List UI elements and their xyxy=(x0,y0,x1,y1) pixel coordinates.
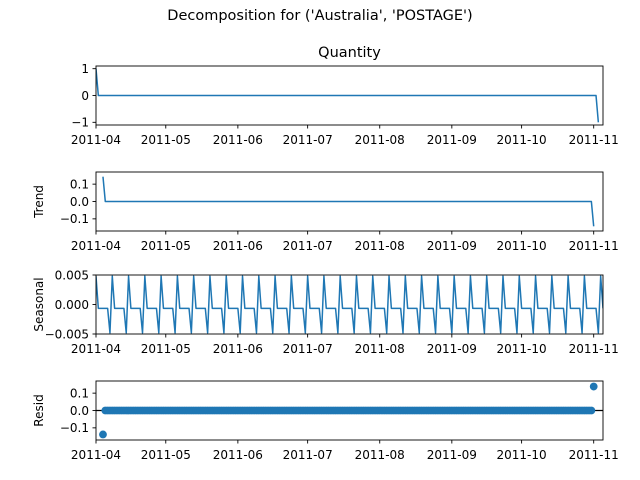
x-tick-label: 2011-05 xyxy=(141,448,191,462)
y-tick-label: 0.0 xyxy=(70,404,89,418)
x-tick-label: 2011-10 xyxy=(497,133,547,147)
x-tick-label: 2011-10 xyxy=(497,239,547,253)
x-tick-label: 2011-07 xyxy=(283,133,333,147)
y-tick-label: −0.1 xyxy=(60,212,89,226)
x-tick-label: 2011-09 xyxy=(427,448,477,462)
x-tick-label: 2011-06 xyxy=(213,342,263,356)
series-line xyxy=(102,176,595,227)
resid-point xyxy=(589,382,598,391)
plot-area xyxy=(96,382,603,439)
x-tick-label: 2011-11 xyxy=(569,342,619,356)
x-tick-label: 2011-06 xyxy=(213,133,263,147)
x-tick-label: 2011-05 xyxy=(141,239,191,253)
x-tick-label: 2011-10 xyxy=(497,342,547,356)
plot-area xyxy=(102,176,595,227)
x-tick-label: 2011-09 xyxy=(427,342,477,356)
y-axis-label: Trend xyxy=(32,185,46,219)
x-tick-label: 2011-04 xyxy=(71,239,121,253)
seasonal-line xyxy=(96,275,603,334)
x-tick-label: 2011-07 xyxy=(283,239,333,253)
x-tick-label: 2011-05 xyxy=(141,133,191,147)
y-tick-label: −0.1 xyxy=(60,421,89,435)
x-tick-label: 2011-09 xyxy=(427,133,477,147)
y-axis-label: Seasonal xyxy=(32,277,46,331)
x-tick-label: 2011-08 xyxy=(355,133,405,147)
x-tick-label: 2011-07 xyxy=(283,448,333,462)
x-tick-label: 2011-04 xyxy=(71,133,121,147)
y-tick-label: 0.005 xyxy=(55,268,89,282)
series-line xyxy=(96,68,600,123)
x-tick-label: 2011-07 xyxy=(283,342,333,356)
x-tick-label: 2011-06 xyxy=(213,448,263,462)
y-tick-label: −1 xyxy=(71,116,89,130)
panel-2: Trend −0.1 0.0 0.1 2011-04 2011-05 2011-06 2011… xyxy=(32,171,619,253)
x-tick-label: 2011-04 xyxy=(71,342,121,356)
x-tick-label: 2011-10 xyxy=(497,448,547,462)
panel-4: Resid −0.1 0.0 0.1 2011-04 2011-05 2011-06 2011… xyxy=(32,380,619,462)
resid-point xyxy=(587,406,596,415)
x-tick-label: 2011-05 xyxy=(141,342,191,356)
x-tick-label: 2011-11 xyxy=(569,448,619,462)
figure-title: Decomposition for ('Australia', 'POSTAGE… xyxy=(167,8,473,24)
y-tick-label: 0.1 xyxy=(70,386,89,400)
y-tick-label: 1 xyxy=(81,62,89,76)
subplot-title: Quantity xyxy=(318,45,381,61)
plot-area xyxy=(96,275,603,334)
y-tick-label: 0.0 xyxy=(70,195,89,209)
plot-area xyxy=(96,68,600,123)
x-tick-label: 2011-11 xyxy=(569,133,619,147)
y-tick-label: 0.1 xyxy=(70,177,89,191)
x-tick-label: 2011-08 xyxy=(355,342,405,356)
x-tick-label: 2011-04 xyxy=(71,448,121,462)
resid-point xyxy=(99,430,107,439)
x-tick-label: 2011-09 xyxy=(427,239,477,253)
x-tick-label: 2011-06 xyxy=(213,239,263,253)
axes-frame xyxy=(95,274,604,335)
x-tick-label: 2011-08 xyxy=(355,239,405,253)
x-tick-label: 2011-08 xyxy=(355,448,405,462)
panel-3: Seasonal−0.005 0.000 0.005 2011-04 2011-05 20… xyxy=(32,268,619,356)
y-tick-label: −0.005 xyxy=(45,327,89,341)
y-axis-label: Resid xyxy=(32,394,46,426)
x-tick-label: 2011-11 xyxy=(569,239,619,253)
y-tick-label: 0.000 xyxy=(55,298,89,312)
y-tick-label: 0 xyxy=(81,89,89,103)
panel-1: Quantity −1 0 1 2011-04 2011-05 2011-06 2011-07… xyxy=(71,45,619,147)
